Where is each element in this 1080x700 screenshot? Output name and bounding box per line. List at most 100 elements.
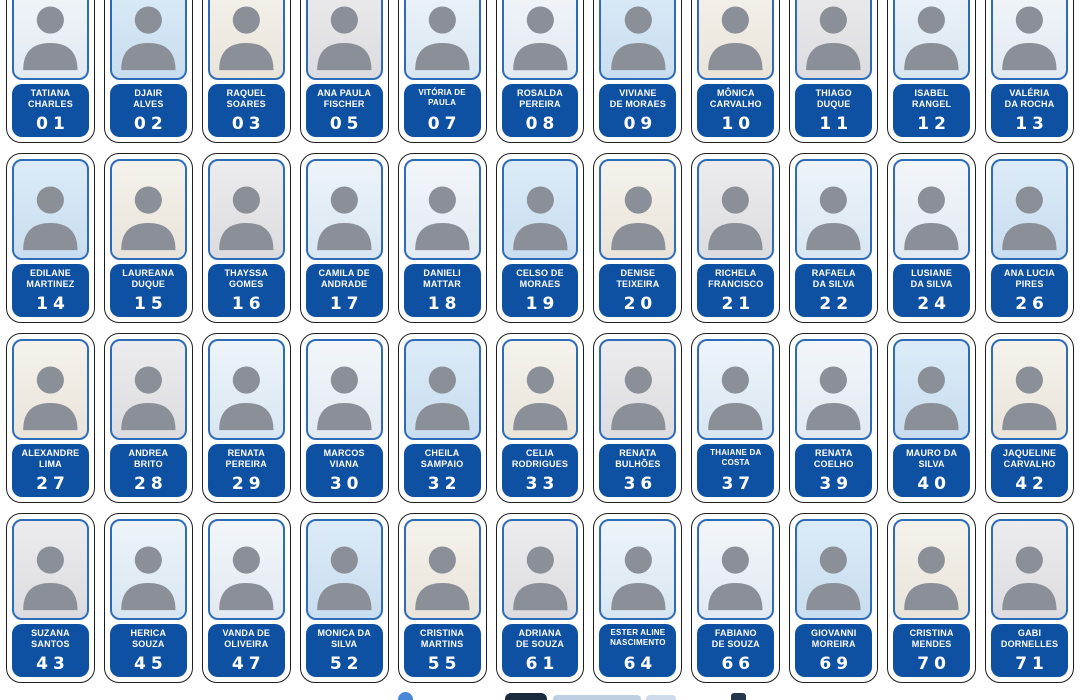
candidate-name-line2: DORNELLES bbox=[1000, 639, 1059, 650]
candidate-name: CAMILA DE ANDRADE bbox=[308, 268, 381, 291]
candidate-name-line1: VIVIANE bbox=[619, 88, 657, 98]
candidate-name: DJAIR ALVES bbox=[112, 88, 185, 111]
person-silhouette-icon bbox=[806, 546, 861, 610]
candidate-grid: TATIANA CHARLES 01 DJAIR ALVES 02 bbox=[6, 0, 1074, 683]
person-silhouette-icon bbox=[708, 6, 763, 70]
candidate-name-line2: MENDES bbox=[911, 639, 952, 650]
candidate-photo bbox=[991, 0, 1068, 80]
candidate-number: 55 bbox=[427, 654, 462, 674]
person-silhouette-icon bbox=[121, 6, 176, 70]
person-silhouette-icon bbox=[23, 366, 78, 430]
candidate-badge: RENATA PEREIRA 29 bbox=[207, 444, 285, 497]
candidate-badge: ESTER ALINE NASCIMENTO 64 bbox=[599, 624, 677, 677]
candidate-name: RENATA COELHO bbox=[797, 448, 870, 471]
candidate-badge: CELIA RODRIGUES 33 bbox=[501, 444, 579, 497]
person-silhouette-icon bbox=[317, 6, 372, 70]
candidate-card: VIVIANE DE MORAES 09 bbox=[593, 0, 683, 143]
candidate-photo bbox=[795, 159, 873, 260]
candidate-badge: MONICA DA SILVA 52 bbox=[305, 624, 383, 677]
candidate-number: 70 bbox=[917, 654, 951, 674]
candidate-badge: CELSO DE MORAES 19 bbox=[501, 264, 579, 317]
candidate-name-line2: BRITO bbox=[133, 459, 163, 470]
person-silhouette-icon bbox=[414, 186, 470, 250]
candidate-photo bbox=[305, 0, 383, 80]
candidate-number: 39 bbox=[819, 474, 854, 494]
candidate-name-line2: SOARES bbox=[226, 99, 266, 110]
footer-faded-text-blob-partial bbox=[646, 695, 676, 700]
candidate-card: CELIA RODRIGUES 33 bbox=[495, 333, 585, 503]
candidate-name-line1: DANIELI bbox=[423, 268, 461, 278]
candidate-number: 20 bbox=[623, 294, 658, 314]
person-silhouette-icon bbox=[512, 186, 568, 250]
person-silhouette-icon bbox=[414, 546, 470, 610]
candidate-badge: HERICA SOUZA 45 bbox=[109, 624, 187, 677]
candidate-name-line2: DA SILVA bbox=[812, 279, 855, 290]
candidate-name-line1: JAQUELINE bbox=[1002, 448, 1057, 458]
candidate-name-line2: FRANCISCO bbox=[708, 279, 764, 290]
candidate-card: ALEXANDRE LIMA 27 bbox=[6, 333, 95, 503]
candidate-name: FABIANO DE SOUZA bbox=[699, 628, 772, 651]
candidate-card: ROSALDA PEREIRA 08 bbox=[495, 0, 585, 143]
candidate-name: VITÓRIA DE PAULA bbox=[406, 88, 479, 108]
candidate-card: DANIELI MATTAR 18 bbox=[397, 153, 487, 323]
candidate-name-line2: TEIXEIRA bbox=[616, 279, 660, 290]
candidate-name-line2: PAULA bbox=[428, 98, 457, 107]
candidate-number: 19 bbox=[525, 294, 560, 314]
candidate-badge: SUZANA SANTOS 43 bbox=[12, 624, 89, 677]
candidate-name-line1: THAIANE DA bbox=[710, 448, 762, 457]
footer-faded-text-bar-partial bbox=[553, 695, 641, 700]
candidate-number: 09 bbox=[623, 114, 658, 134]
candidate-card: RENATA PEREIRA 29 bbox=[201, 333, 291, 503]
candidate-card: THIAGO DUQUE 11 bbox=[789, 0, 879, 143]
candidate-photo bbox=[403, 159, 481, 260]
person-silhouette-icon bbox=[610, 546, 666, 610]
candidate-photo bbox=[12, 159, 89, 260]
candidate-card: GIOVANNI MOREIRA 69 bbox=[789, 513, 879, 683]
candidate-photo bbox=[207, 339, 285, 440]
candidate-photo bbox=[12, 0, 89, 80]
candidate-name-line2: DUQUE bbox=[816, 99, 851, 110]
candidate-name-line2: FISCHER bbox=[323, 99, 365, 110]
person-silhouette-icon bbox=[219, 366, 274, 430]
candidate-card: CHEILA SAMPAIO 32 bbox=[397, 333, 487, 503]
candidate-badge: MAURO DA SILVA 40 bbox=[893, 444, 971, 497]
candidate-card: VALÉRIA DA ROCHA 13 bbox=[985, 0, 1074, 143]
candidate-card: RAFAELA DA SILVA 22 bbox=[789, 153, 879, 323]
candidate-name-line2: DE SOUZA bbox=[515, 639, 565, 650]
candidate-name: JAQUELINE CARVALHO bbox=[993, 448, 1066, 471]
candidate-name-line2: SOUZA bbox=[132, 639, 165, 650]
candidate-number: 12 bbox=[917, 114, 951, 134]
person-silhouette-icon bbox=[1002, 186, 1057, 250]
candidate-photo bbox=[12, 339, 89, 440]
candidate-badge: GIOVANNI MOREIRA 69 bbox=[795, 624, 873, 677]
candidate-name-line2: MARTINS bbox=[420, 639, 464, 650]
candidate-number: 71 bbox=[1015, 654, 1049, 674]
candidate-photo bbox=[599, 0, 677, 80]
candidate-badge: VANDA DE OLIVEIRA 47 bbox=[207, 624, 285, 677]
candidate-photo bbox=[403, 519, 481, 620]
candidate-name-line1: MARCOS bbox=[323, 448, 365, 458]
candidate-photo bbox=[697, 159, 775, 260]
candidate-name: RAQUEL SOARES bbox=[210, 88, 283, 111]
candidate-number: 01 bbox=[36, 114, 70, 134]
candidate-badge: CRISTINA MENDES 70 bbox=[893, 624, 971, 677]
candidate-name-line2: VIANA bbox=[329, 459, 359, 470]
person-silhouette-icon bbox=[610, 366, 666, 430]
candidate-name-line1: MONICA DA bbox=[317, 628, 371, 638]
candidate-number: 15 bbox=[134, 294, 168, 314]
candidate-photo bbox=[599, 519, 677, 620]
candidate-name-line1: CHEILA bbox=[424, 448, 460, 458]
candidate-photo bbox=[795, 0, 873, 80]
candidate-photo bbox=[501, 519, 579, 620]
candidate-card: RENATA COELHO 39 bbox=[789, 333, 879, 503]
candidate-name-line1: RAQUEL bbox=[226, 88, 266, 98]
candidate-name-line2: MARTINEZ bbox=[26, 279, 75, 290]
candidate-card: ESTER ALINE NASCIMENTO 64 bbox=[593, 513, 683, 683]
candidate-photo bbox=[795, 339, 873, 440]
person-silhouette-icon bbox=[904, 546, 959, 610]
candidate-name: VIVIANE DE MORAES bbox=[601, 88, 674, 111]
candidate-card: CRISTINA MARTINS 55 bbox=[397, 513, 487, 683]
candidate-name: SUZANA SANTOS bbox=[14, 628, 87, 651]
candidate-number: 18 bbox=[427, 294, 462, 314]
candidate-number: 07 bbox=[427, 114, 462, 134]
